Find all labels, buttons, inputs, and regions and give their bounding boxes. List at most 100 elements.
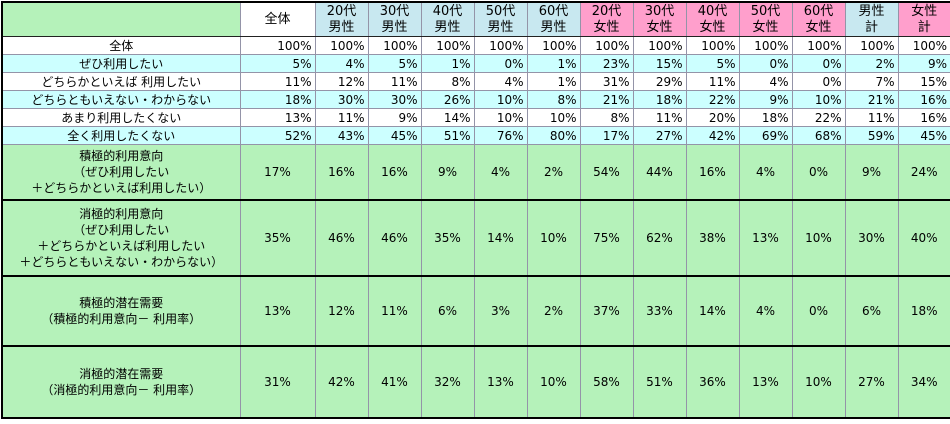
data-cell: 12%	[314, 275, 369, 347]
data-cell: 45%	[367, 126, 422, 145]
data-cell: 100%	[738, 36, 793, 55]
data-cell: 15%	[897, 72, 950, 91]
row-label: どちらかといえば 利用したい	[1, 72, 241, 91]
row-label: どちらともいえない・わからない	[1, 90, 241, 109]
data-cell: 11%	[367, 72, 422, 91]
data-cell: 18%	[632, 90, 687, 109]
data-cell: 100%	[314, 36, 369, 55]
data-cell: 59%	[844, 126, 899, 145]
data-cell: 37%	[579, 275, 634, 347]
data-cell: 2%	[526, 275, 581, 347]
data-cell: 4%	[314, 54, 369, 73]
data-cell: 27%	[844, 345, 899, 419]
data-cell: 52%	[239, 126, 316, 145]
data-cell: 100%	[239, 36, 316, 55]
row-label: ぜひ利用したい	[1, 54, 241, 73]
data-cell: 11%	[844, 108, 899, 127]
row-label: 消極的潜在需要 （消極的利用意向－ 利用率）	[1, 345, 241, 419]
data-cell: 16%	[685, 144, 740, 201]
data-cell: 100%	[685, 36, 740, 55]
data-cell: 23%	[579, 54, 634, 73]
data-cell: 8%	[526, 90, 581, 109]
data-cell: 8%	[420, 72, 475, 91]
data-cell: 46%	[314, 199, 369, 277]
data-cell: 34%	[897, 345, 950, 419]
data-cell: 4%	[473, 144, 528, 201]
data-cell: 27%	[632, 126, 687, 145]
data-cell: 75%	[579, 199, 634, 277]
data-cell: 7%	[844, 72, 899, 91]
column-header: 40代 男性	[420, 1, 475, 37]
data-cell: 16%	[367, 144, 422, 201]
data-cell: 21%	[579, 90, 634, 109]
data-cell: 13%	[473, 345, 528, 419]
data-cell: 33%	[632, 275, 687, 347]
data-cell: 5%	[239, 54, 316, 73]
data-cell: 24%	[897, 144, 950, 201]
data-cell: 43%	[314, 126, 369, 145]
table-row: どちらともいえない・わからない 18% 30% 30% 26% 10% 8% 21% 18% 22…	[1, 90, 950, 109]
data-cell: 13%	[239, 108, 316, 127]
column-header: 60代 男性	[526, 1, 581, 37]
row-label: 全く利用したくない	[1, 126, 241, 145]
data-cell: 11%	[367, 275, 422, 347]
column-header: 50代 女性	[738, 1, 793, 37]
table-row: 全体 100% 100% 100% 100% 100% 100% 100% 100% 100% 10…	[1, 36, 950, 55]
data-cell: 9%	[420, 144, 475, 201]
data-cell: 100%	[579, 36, 634, 55]
data-cell: 42%	[685, 126, 740, 145]
data-cell: 5%	[367, 54, 422, 73]
data-cell: 10%	[526, 108, 581, 127]
data-cell: 0%	[791, 275, 846, 347]
summary-block-row: 積極的利用意向 （ぜひ利用したい ＋どちらかといえば利用したい） 17% 16% 16…	[1, 144, 950, 201]
data-cell: 35%	[420, 199, 475, 277]
data-cell: 13%	[738, 345, 793, 419]
data-cell: 35%	[239, 199, 316, 277]
data-cell: 0%	[791, 54, 846, 73]
data-cell: 100%	[791, 36, 846, 55]
data-cell: 29%	[632, 72, 687, 91]
data-cell: 76%	[473, 126, 528, 145]
data-cell: 4%	[738, 144, 793, 201]
data-cell: 1%	[526, 72, 581, 91]
data-cell: 9%	[844, 144, 899, 201]
data-cell: 31%	[239, 345, 316, 419]
corner-cell	[1, 1, 241, 37]
data-cell: 11%	[685, 72, 740, 91]
data-cell: 80%	[526, 126, 581, 145]
table-header: 全体 20代 男性 30代 男性 40代 男性 50代 男性 60代 男性 20代 女性 30…	[1, 1, 950, 37]
data-cell: 10%	[526, 199, 581, 277]
data-cell: 2%	[844, 54, 899, 73]
data-cell: 0%	[473, 54, 528, 73]
data-cell: 10%	[473, 108, 528, 127]
data-cell: 30%	[844, 199, 899, 277]
data-cell: 30%	[367, 90, 422, 109]
data-cell: 17%	[579, 126, 634, 145]
data-cell: 3%	[473, 275, 528, 347]
header-row: 全体 20代 男性 30代 男性 40代 男性 50代 男性 60代 男性 20代 女性 30…	[1, 1, 950, 37]
row-label: あまり利用したくない	[1, 108, 241, 127]
row-label: 消極的利用意向 （ぜひ利用したい ＋どちらかといえば利用したい ＋どちらともいえ…	[1, 199, 241, 277]
column-header: 30代 男性	[367, 1, 422, 37]
data-cell: 40%	[897, 199, 950, 277]
data-cell: 13%	[738, 199, 793, 277]
data-cell: 42%	[314, 345, 369, 419]
data-cell: 36%	[685, 345, 740, 419]
data-cell: 16%	[897, 108, 950, 127]
data-cell: 44%	[632, 144, 687, 201]
data-cell: 4%	[738, 72, 793, 91]
data-cell: 1%	[420, 54, 475, 73]
data-cell: 6%	[844, 275, 899, 347]
data-cell: 45%	[897, 126, 950, 145]
column-header: 男性 計	[844, 1, 899, 37]
data-cell: 18%	[738, 108, 793, 127]
data-cell: 10%	[791, 199, 846, 277]
data-cell: 100%	[367, 36, 422, 55]
data-cell: 18%	[239, 90, 316, 109]
column-header: 30代 女性	[632, 1, 687, 37]
table-row: どちらかといえば 利用したい 11% 12% 11% 8% 4% 1% 31% 29% 11% 4%…	[1, 72, 950, 91]
data-cell: 51%	[420, 126, 475, 145]
data-cell: 21%	[844, 90, 899, 109]
